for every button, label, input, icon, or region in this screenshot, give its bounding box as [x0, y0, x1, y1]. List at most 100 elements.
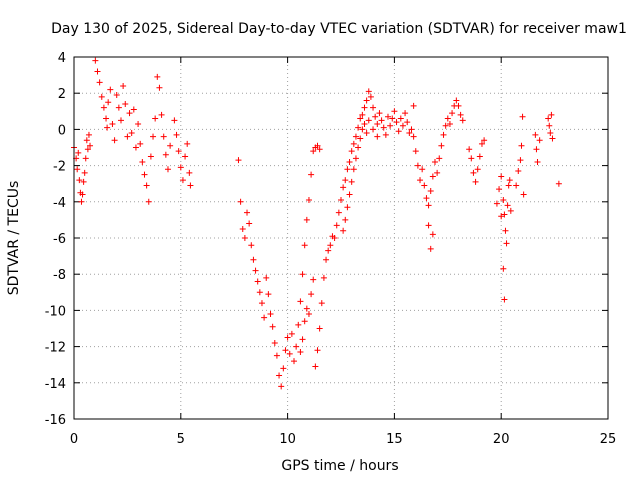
data-point [331, 235, 338, 241]
data-point [493, 200, 500, 207]
data-point [367, 93, 374, 100]
data-point [391, 108, 398, 115]
data-point [80, 178, 87, 185]
data-point [145, 198, 152, 205]
data-point [273, 352, 280, 359]
y-tick-label: -4 [53, 196, 66, 211]
data-point [548, 111, 555, 118]
data-point [517, 157, 524, 164]
data-point [357, 115, 364, 122]
data-point [94, 68, 101, 75]
data-point [278, 383, 285, 390]
data-point [167, 142, 174, 149]
data-point [105, 99, 112, 106]
data-point [513, 182, 520, 189]
data-point [453, 97, 460, 104]
data-point [256, 289, 263, 296]
data-point [184, 140, 191, 147]
data-point [370, 126, 377, 133]
data-point [182, 153, 189, 160]
data-point [498, 213, 505, 220]
data-point [547, 130, 554, 137]
data-point [141, 171, 148, 178]
data-point [359, 126, 366, 133]
data-point [500, 196, 507, 203]
data-point [357, 135, 364, 142]
data-point [265, 291, 272, 298]
data-point [310, 276, 317, 283]
data-point [536, 137, 543, 144]
data-point [282, 347, 289, 354]
data-point [501, 296, 508, 303]
data-point [374, 133, 381, 140]
data-point [470, 169, 477, 176]
data-point [438, 142, 445, 149]
data-point [254, 278, 261, 285]
data-point [410, 133, 417, 140]
data-point [303, 216, 310, 223]
data-point [310, 148, 317, 155]
data-point [308, 291, 315, 298]
y-tick-label: -14 [45, 377, 66, 392]
data-point [186, 169, 193, 176]
data-point [365, 88, 372, 95]
data-point [318, 300, 325, 307]
data-point [250, 256, 257, 263]
data-point [92, 57, 99, 64]
data-point [267, 311, 274, 318]
data-point [459, 117, 466, 124]
data-point [393, 119, 400, 126]
data-point [414, 162, 421, 169]
data-point [301, 318, 308, 325]
data-point [404, 119, 411, 126]
data-point [478, 140, 485, 147]
data-point [446, 120, 453, 127]
data-point [323, 256, 330, 263]
data-point [355, 144, 362, 151]
data-point [316, 146, 323, 153]
data-point [395, 128, 402, 135]
data-point [498, 173, 505, 180]
data-point [117, 117, 124, 124]
data-point [372, 113, 379, 120]
data-point [152, 115, 159, 122]
y-tick-label: -2 [53, 160, 66, 175]
data-point [546, 122, 553, 129]
data-point [365, 117, 372, 124]
data-point [147, 153, 154, 160]
data-point [263, 274, 270, 281]
data-point [370, 104, 377, 111]
data-point [284, 334, 291, 341]
data-point [299, 336, 306, 343]
data-point [293, 343, 300, 350]
data-point [419, 166, 426, 173]
data-point [429, 231, 436, 238]
data-point [235, 157, 242, 164]
data-point [361, 104, 368, 111]
data-point [387, 122, 394, 129]
data-point [340, 184, 347, 191]
data-point [449, 110, 456, 117]
data-point [154, 73, 161, 80]
data-point [346, 191, 353, 198]
data-point [496, 186, 503, 193]
data-point [425, 222, 432, 229]
data-point [252, 267, 259, 274]
y-tick-label: 4 [58, 51, 66, 66]
data-point [455, 102, 462, 109]
data-point [436, 155, 443, 162]
y-axis-label: SDTVAR / TECUs [6, 181, 22, 296]
data-point [303, 305, 310, 312]
data-point [271, 339, 278, 346]
data-point [175, 148, 182, 155]
y-tick-label: -10 [45, 304, 66, 319]
data-point [327, 242, 334, 249]
data-point [397, 115, 404, 122]
data-point [399, 122, 406, 129]
data-point [410, 102, 417, 109]
data-point [376, 110, 383, 117]
data-point [162, 151, 169, 158]
data-point [425, 202, 432, 209]
data-point [98, 93, 105, 100]
